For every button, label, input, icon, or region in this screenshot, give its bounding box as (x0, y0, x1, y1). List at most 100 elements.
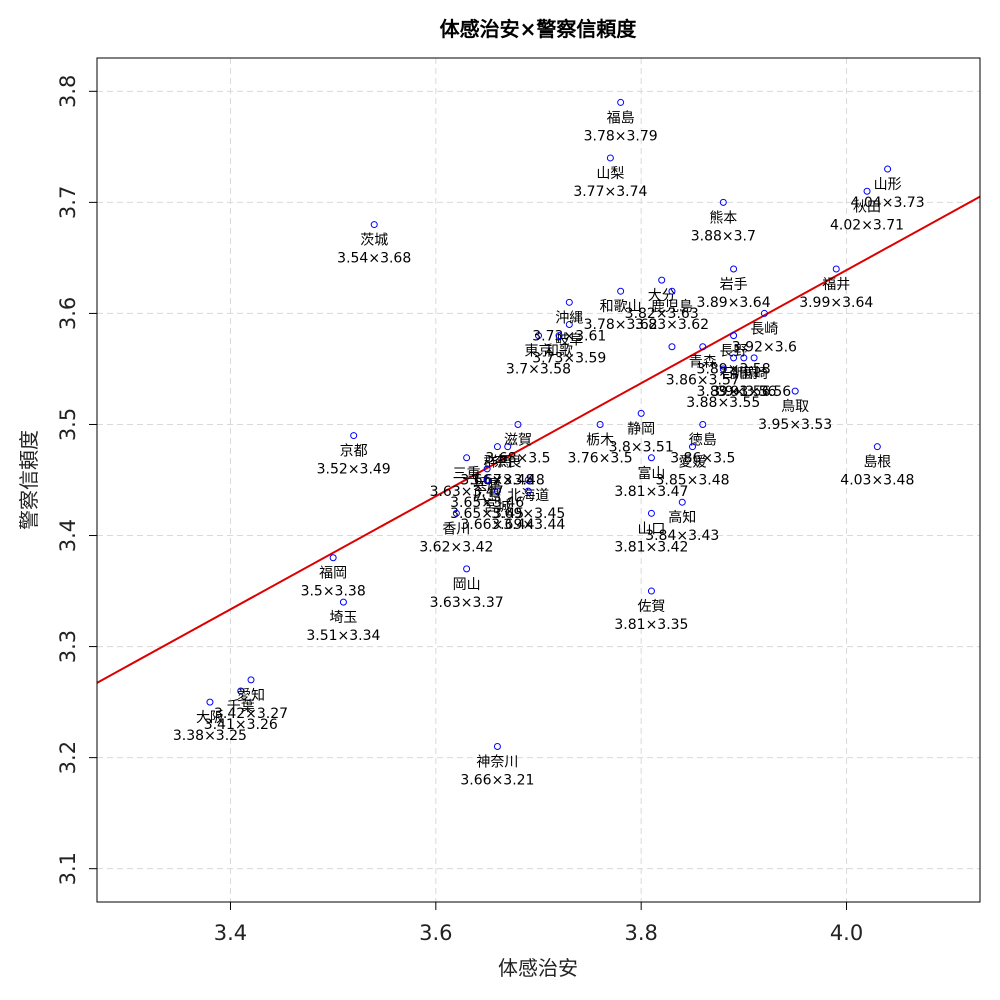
point-value-label: 3.62×3.42 (419, 539, 493, 555)
data-point (832, 265, 840, 273)
data-point (617, 287, 625, 295)
point-value-label: 3.67×3.48 (471, 473, 545, 489)
point-name-label: 群馬 (483, 455, 511, 471)
data-point (637, 409, 645, 417)
point-name-label: 茨城 (360, 233, 388, 249)
data-point (647, 509, 655, 517)
x-tick-label: 3.8 (624, 921, 657, 945)
point-name-label: 福岡 (319, 566, 347, 582)
point-name-label: 山口 (637, 521, 665, 537)
data-point (483, 465, 491, 473)
data-point (565, 321, 573, 329)
point-name-label: 佐賀 (637, 599, 665, 615)
point-value-label: 3.7×3.58 (506, 362, 571, 378)
point-value-label: 3.89×3.56 (697, 384, 771, 400)
point-name-label: 宮崎 (740, 366, 768, 382)
data-points: 北海道 3.69×3.45 青森 3.86×3.57 岩手 3.89×3.64 宮城 3.66… (173, 98, 925, 789)
data-point (760, 309, 768, 317)
point-name-label: 岡山 (453, 577, 481, 593)
point-name-label: 愛媛 (679, 455, 707, 471)
point-value-label: 3.88×3.7 (691, 228, 756, 244)
data-point (370, 221, 378, 229)
point-value-label: 3.42×3.27 (214, 706, 288, 722)
point-value-label: 3.69×3.45 (491, 506, 565, 522)
point-name-label: 熊本 (709, 210, 737, 226)
data-point (730, 354, 738, 362)
point-value-label: 3.92×3.6 (732, 339, 797, 355)
point-name-label: 長野 (720, 344, 748, 360)
data-point (750, 354, 758, 362)
point-value-label: 3.68×3.5 (485, 450, 550, 466)
data-point (596, 420, 604, 428)
data-point (247, 676, 255, 684)
point-name-label: 広島 (473, 488, 501, 504)
y-tick-label: 3.7 (56, 186, 80, 219)
point-name-label: 山形 (874, 177, 902, 193)
point-value-label: 3.78×3.79 (584, 128, 658, 144)
point-value-label: 3.78×3.62 (584, 317, 658, 333)
point-value-label: 3.63×3.37 (430, 595, 504, 611)
point-value-label: 3.86×3.57 (666, 373, 740, 389)
chart-title: 体感治安×警察信頼度 (440, 17, 638, 41)
point-name-label: 千葉 (227, 699, 255, 715)
data-point (668, 287, 676, 295)
point-name-label: 埼玉 (329, 610, 357, 626)
data-point (719, 365, 727, 373)
data-point (668, 343, 676, 351)
point-value-label: 3.89×3.58 (697, 362, 771, 378)
point-value-label: 3.84×3.43 (645, 528, 719, 544)
point-value-label: 3.77×3.74 (573, 184, 647, 200)
point-value-label: 3.52×3.49 (317, 462, 391, 478)
point-value-label: 3.81×3.47 (614, 484, 688, 500)
point-value-label: 3.9×3.56 (711, 384, 776, 400)
x-tick-label: 4.0 (830, 921, 863, 945)
point-value-label: 3.99×3.64 (799, 295, 873, 311)
data-point (524, 487, 532, 495)
point-name-label: 鹿児島 (651, 298, 693, 315)
point-name-label: 栃木 (586, 432, 614, 448)
data-point (493, 487, 501, 495)
point-value-label: 3.81×3.42 (614, 539, 688, 555)
data-point (730, 332, 738, 340)
y-tick-label: 3.8 (56, 75, 80, 108)
data-point (863, 187, 871, 195)
point-name-label: 島根 (863, 455, 891, 471)
point-name-label: 福島 (607, 110, 635, 126)
data-point (535, 332, 542, 340)
y-tick-label: 3.2 (56, 741, 80, 774)
point-value-label: 3.82×3.63 (625, 306, 699, 322)
point-name-label: 和歌山 (600, 299, 642, 315)
point-name-label: 宮城 (483, 499, 511, 515)
data-point (699, 420, 707, 428)
point-value-label: 3.91×3.56 (717, 384, 791, 400)
point-name-label: 徳島 (689, 432, 717, 448)
data-point (565, 298, 573, 306)
point-value-label: 3.65×3.45 (450, 506, 524, 522)
point-name-label: 滋賀 (504, 432, 532, 448)
point-name-label: 奈良 (494, 455, 522, 471)
point-value-label: 3.8×3.51 (609, 439, 674, 455)
point-value-label: 3.73×3.59 (532, 351, 606, 367)
x-tick-label: 3.6 (419, 921, 452, 945)
point-name-label: 和歌 (545, 344, 573, 360)
axis-ticks: 3.4 3.6 3.8 4.0 3.1 3.2 3.3 3.4 3.5 3.6 3.7 3.8 (56, 75, 863, 945)
data-point (740, 354, 748, 362)
data-point (606, 154, 614, 162)
point-value-label: 3.66×3.44 (460, 517, 534, 533)
point-name-label: 高知 (668, 509, 696, 526)
data-point (647, 587, 655, 595)
point-value-label: 3.73×3.61 (532, 328, 606, 344)
data-point (463, 454, 471, 462)
y-tick-label: 3.6 (56, 297, 80, 330)
point-name-label: 福井 (822, 277, 850, 293)
data-point (791, 387, 799, 395)
plot-frame (96, 57, 981, 903)
point-name-label: 東京 (525, 344, 553, 360)
data-point (504, 443, 512, 451)
point-value-label: 3.54×3.68 (337, 251, 411, 267)
point-name-label: 山梨 (596, 166, 624, 182)
data-point (493, 443, 501, 451)
data-point (555, 332, 563, 340)
point-value-label: 3.38×3.25 (173, 728, 247, 744)
